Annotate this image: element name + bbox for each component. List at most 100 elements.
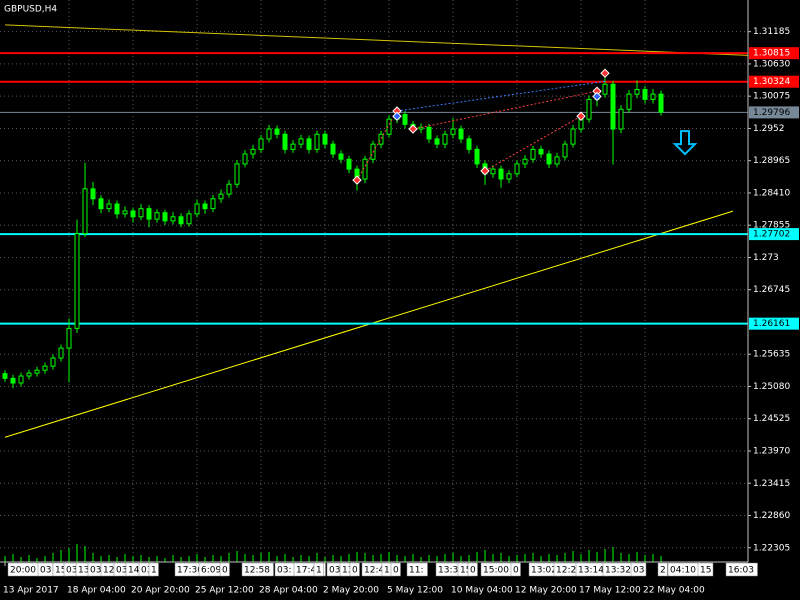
price-level-label: 1.26161: [753, 319, 790, 329]
candle-body: [626, 93, 632, 110]
candle-body: [650, 93, 656, 100]
time-marker-label: 12:58: [244, 566, 270, 576]
time-marker-label: 6:09: [201, 566, 221, 576]
time-marker-label: 17:30: [177, 566, 203, 576]
candle-body: [170, 216, 176, 222]
zigzag-line: [412, 90, 598, 130]
time-marker-label: 20:00: [10, 566, 36, 576]
candle-body: [490, 168, 496, 175]
price-level-box: [749, 228, 799, 241]
candle-body: [314, 133, 320, 150]
y-tick-label: 1.22305: [753, 543, 790, 553]
candle-body: [330, 143, 336, 155]
x-tick-label: 12 May 20:00: [515, 586, 577, 596]
time-marker-label: 0: [513, 566, 519, 576]
time-marker-label: 17:45: [296, 566, 322, 576]
time-marker-label: 1: [316, 566, 322, 576]
signal-marker: [392, 111, 402, 121]
candle-body: [26, 372, 32, 377]
y-tick-label: 1.2952: [753, 124, 785, 134]
time-marker-label: 13:38: [438, 566, 464, 576]
candle-body: [634, 89, 640, 95]
time-marker-box: [725, 562, 758, 577]
time-marker-label: 03:: [277, 566, 291, 576]
time-marker-label: 15: [700, 566, 711, 576]
candle-body: [186, 213, 192, 225]
candle-body: [234, 163, 240, 185]
candle-body: [2, 373, 8, 379]
y-tick-label: 1.273: [753, 253, 779, 263]
candle-body: [18, 375, 24, 384]
candle-body: [514, 163, 520, 175]
candle-body: [282, 133, 288, 150]
y-tick-label: 1.28410: [753, 188, 790, 198]
zigzag-line: [484, 115, 582, 172]
time-marker-label: 15: [460, 566, 471, 576]
y-tick-label: 1.30630: [753, 59, 790, 69]
candle-body: [202, 203, 208, 210]
y-tick-label: 1.28965: [753, 156, 790, 166]
candle-body: [386, 118, 392, 135]
time-marker-label: 11:: [409, 566, 423, 576]
candle-body: [610, 83, 616, 130]
time-marker-label: 2: [660, 566, 666, 576]
x-tick-label: 17 May 12:00: [579, 586, 641, 596]
time-marker-label: 14: [128, 566, 140, 576]
time-marker-label: 0: [222, 566, 228, 576]
candle-body: [442, 133, 448, 145]
candle-body: [250, 148, 256, 155]
signal-marker: [600, 68, 610, 78]
time-marker-label: 13:02: [531, 566, 557, 576]
time-marker-label: 13:32: [605, 566, 631, 576]
candle-body: [506, 173, 512, 180]
time-marker-label: 03:: [329, 566, 343, 576]
y-tick-label: 1.27855: [753, 221, 790, 231]
y-tick-label: 1.22860: [753, 511, 790, 521]
candle-body: [474, 148, 480, 165]
x-tick-label: 13 Apr 2017: [3, 586, 59, 596]
candle-body: [58, 347, 64, 359]
candle-body: [98, 198, 104, 210]
candle-body: [10, 377, 16, 384]
time-marker-box: [148, 562, 159, 577]
time-marker-box: [657, 562, 668, 577]
candle-body: [306, 138, 312, 150]
candle-body: [322, 133, 328, 145]
time-marker-label: 04:10: [670, 566, 696, 576]
price-level-label: 1.30324: [753, 77, 790, 87]
time-marker-label: 03: [90, 566, 101, 576]
time-marker-label: 03: [66, 566, 77, 576]
time-marker-box: [241, 562, 274, 577]
y-tick-label: 1.30075: [753, 92, 790, 102]
plot-area: [0, 24, 748, 562]
candle-body: [122, 210, 128, 215]
x-tick-label: 20 Apr 20:00: [131, 586, 190, 596]
price-level-box: [749, 106, 799, 119]
x-tick-label: 5 May 12:00: [387, 586, 443, 596]
candle-body: [66, 327, 72, 349]
candle-body: [106, 203, 112, 210]
candle-body: [218, 193, 224, 200]
time-marker-label: 12: [103, 566, 114, 576]
candle-body: [162, 212, 168, 222]
candle-body: [226, 183, 232, 195]
y-tick-label: 1.25635: [753, 350, 790, 360]
candle-body: [194, 203, 200, 215]
x-tick-label: 2 May 20:00: [323, 586, 379, 596]
signal-marker: [576, 111, 586, 121]
y-tick-label: 1.25080: [753, 382, 790, 392]
price-level-box: [749, 75, 799, 88]
candle-body: [274, 128, 280, 135]
time-marker-box: [390, 562, 401, 577]
time-marker-label: 0: [470, 566, 476, 576]
candle-body: [586, 98, 592, 120]
time-marker-box: [406, 562, 428, 577]
time-marker-label: 1: [384, 566, 390, 576]
x-tick-label: 10 May 04:00: [451, 586, 513, 596]
time-marker-label: 03: [141, 566, 152, 576]
candle-body: [210, 198, 216, 210]
axes: 1.31185 1.30630 1.30075 1.2952 1.28965 1.2841…: [3, 27, 799, 596]
time-marker-box: [630, 562, 647, 577]
